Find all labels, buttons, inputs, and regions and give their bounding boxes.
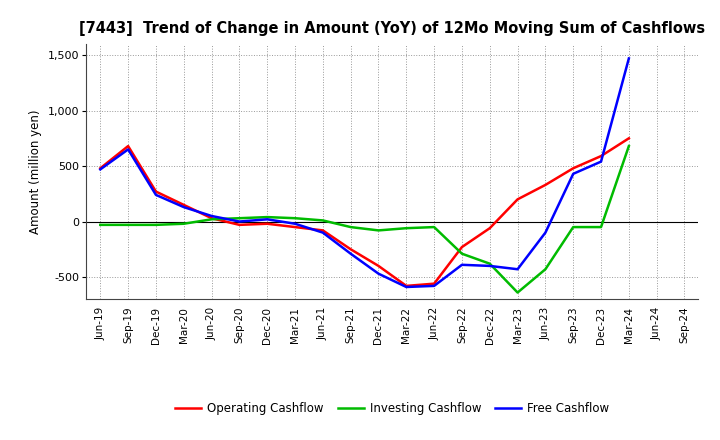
Operating Cashflow [597,154,606,159]
Investing Cashflow [430,224,438,230]
Free Cashflow [485,263,494,268]
Operating Cashflow [513,197,522,202]
Investing Cashflow [124,222,132,227]
Operating Cashflow [569,165,577,171]
Operating Cashflow [179,202,188,208]
Free Cashflow [318,230,327,235]
Operating Cashflow [318,228,327,233]
Investing Cashflow [263,214,271,220]
Investing Cashflow [569,224,577,230]
Operating Cashflow [124,143,132,149]
Free Cashflow [207,213,216,219]
Investing Cashflow [485,261,494,266]
Investing Cashflow [541,267,550,272]
Operating Cashflow [152,189,161,194]
Title: [7443]  Trend of Change in Amount (YoY) of 12Mo Moving Sum of Cashflows: [7443] Trend of Change in Amount (YoY) o… [79,21,706,36]
Free Cashflow [235,219,243,224]
Investing Cashflow [96,222,104,227]
Investing Cashflow [624,143,633,149]
Operating Cashflow [485,226,494,231]
Line: Free Cashflow: Free Cashflow [100,59,629,287]
Free Cashflow [402,284,410,290]
Legend: Operating Cashflow, Investing Cashflow, Free Cashflow: Operating Cashflow, Investing Cashflow, … [176,402,609,415]
Y-axis label: Amount (million yen): Amount (million yen) [30,110,42,234]
Line: Investing Cashflow: Investing Cashflow [100,146,629,293]
Operating Cashflow [263,221,271,227]
Investing Cashflow [235,216,243,221]
Operating Cashflow [374,263,383,268]
Investing Cashflow [513,290,522,295]
Investing Cashflow [458,251,467,257]
Free Cashflow [374,271,383,276]
Free Cashflow [624,56,633,61]
Operating Cashflow [430,281,438,286]
Operating Cashflow [235,222,243,227]
Investing Cashflow [597,224,606,230]
Operating Cashflow [458,244,467,249]
Operating Cashflow [624,136,633,141]
Free Cashflow [346,251,355,257]
Investing Cashflow [402,226,410,231]
Free Cashflow [541,230,550,235]
Investing Cashflow [374,228,383,233]
Investing Cashflow [207,216,216,222]
Free Cashflow [291,221,300,227]
Free Cashflow [263,216,271,222]
Free Cashflow [124,147,132,152]
Investing Cashflow [318,218,327,223]
Operating Cashflow [541,182,550,187]
Operating Cashflow [207,216,216,221]
Free Cashflow [96,167,104,172]
Operating Cashflow [346,247,355,252]
Free Cashflow [458,262,467,268]
Investing Cashflow [179,221,188,227]
Free Cashflow [152,192,161,198]
Line: Operating Cashflow: Operating Cashflow [100,138,629,286]
Investing Cashflow [152,222,161,227]
Operating Cashflow [291,224,300,230]
Free Cashflow [430,283,438,289]
Operating Cashflow [96,165,104,171]
Operating Cashflow [402,283,410,289]
Free Cashflow [597,159,606,164]
Free Cashflow [513,267,522,272]
Free Cashflow [569,171,577,176]
Investing Cashflow [346,224,355,230]
Free Cashflow [179,205,188,210]
Investing Cashflow [291,216,300,221]
